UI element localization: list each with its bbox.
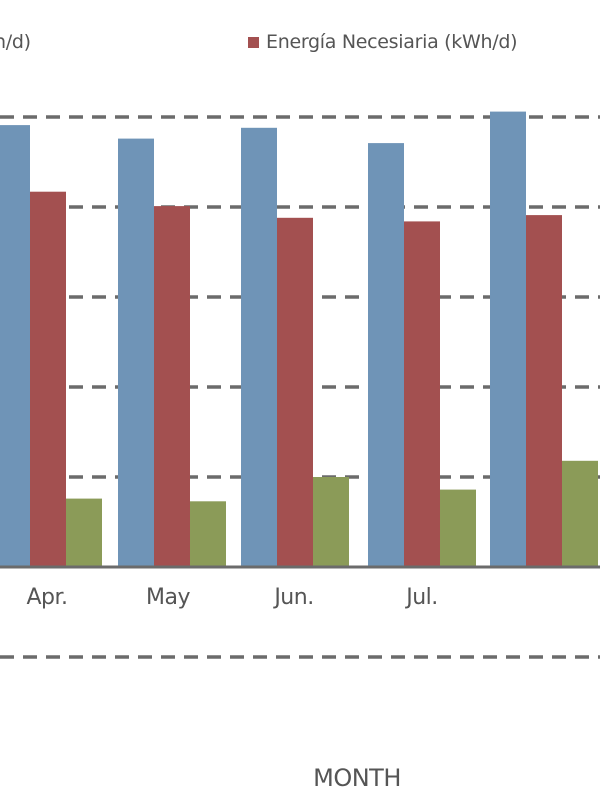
legend-label-series-1: h/d): [0, 31, 31, 53]
x-axis-title: MONTH: [313, 764, 401, 792]
bar-3-series-1: [241, 127, 277, 568]
bar-4-series-3: [440, 489, 476, 567]
legend-swatch-series-2: [248, 36, 259, 48]
bars: [0, 111, 598, 568]
bar-3-series-3: [313, 477, 349, 567]
legend-entry-series-2: Energía Necesiaria (kWh/d): [248, 31, 517, 53]
x-tick-label-apr: Apr.: [26, 585, 68, 610]
bar-4-series-2: [404, 221, 440, 567]
bar-1-series-1: [0, 125, 30, 567]
bar-2-series-3: [190, 501, 226, 567]
x-tick-label-jul: Jul.: [406, 585, 438, 610]
bar-5-series-3: [562, 460, 598, 567]
bar-3-series-2: [277, 217, 313, 568]
bar-1-series-3: [66, 498, 102, 567]
bar-5-series-1: [490, 111, 526, 567]
x-tick-label-jun: Jun.: [274, 585, 314, 610]
bar-2-series-1: [118, 138, 154, 567]
bar-4-series-1: [368, 143, 404, 567]
legend-entry-series-1: h/d): [0, 31, 31, 53]
legend-label-series-2: Energía Necesiaria (kWh/d): [266, 31, 518, 53]
bar-2-series-2: [154, 206, 190, 567]
bar-1-series-2: [30, 191, 66, 567]
x-tick-label-may: May: [146, 585, 190, 610]
bar-5-series-2: [526, 215, 562, 567]
